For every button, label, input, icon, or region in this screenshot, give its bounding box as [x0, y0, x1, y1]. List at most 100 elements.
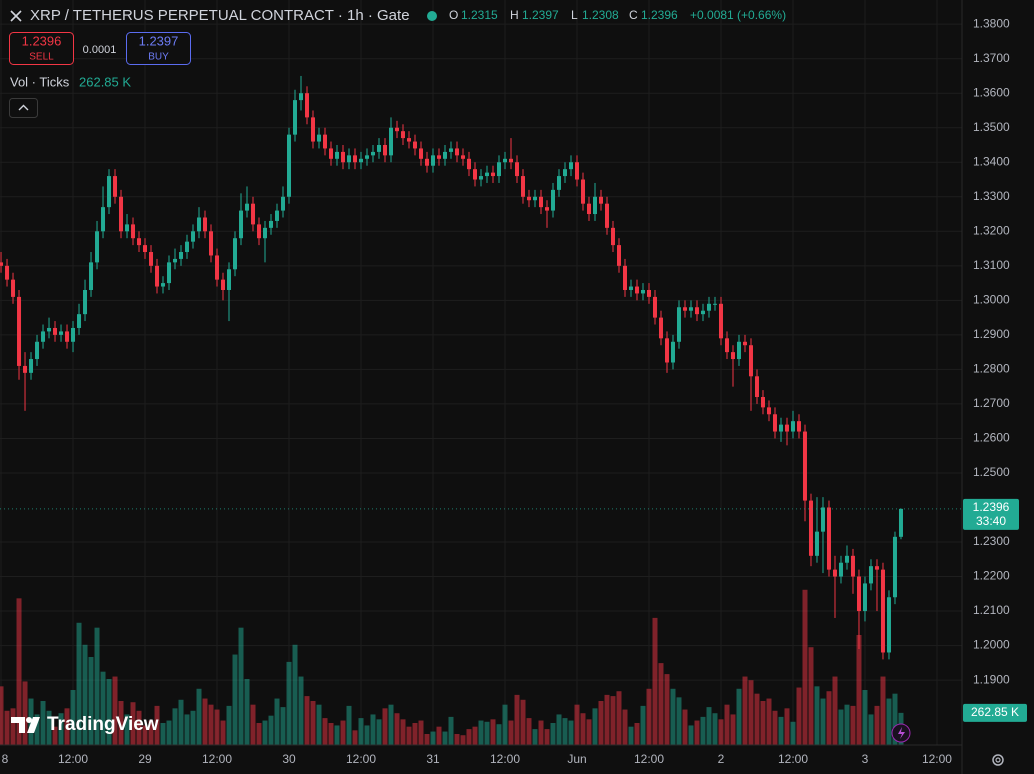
candle-body [814, 531, 819, 556]
candle-body [856, 576, 861, 612]
watermark-logo [11, 717, 40, 733]
y-tick-label: 1.2500 [973, 465, 1010, 479]
candle-body [173, 258, 178, 263]
close-icon[interactable] [10, 10, 22, 22]
y-tick-label: 1.2700 [973, 396, 1010, 410]
candle-body [389, 127, 394, 156]
volume-bar [484, 721, 490, 745]
candle-body [640, 289, 645, 294]
candle-body [77, 314, 82, 328]
candle-body [748, 345, 753, 377]
candle-body [437, 155, 442, 159]
volume-bar [238, 627, 244, 745]
volume-bar [190, 710, 196, 745]
candle-body [742, 341, 747, 346]
volume-bar [874, 705, 880, 745]
volume-bar [184, 714, 190, 745]
volume-bar [862, 690, 868, 745]
volume-bar [196, 688, 202, 745]
volume-bar [628, 726, 634, 745]
candle-body [5, 265, 10, 280]
candle-body [377, 144, 382, 152]
candle-body [353, 155, 358, 163]
x-tick-label: 3 [862, 752, 869, 766]
candle-body [179, 252, 184, 259]
collapse-button[interactable] [9, 98, 38, 118]
volume-value: 262.85 K [79, 74, 131, 89]
candle-body [245, 203, 250, 211]
ohlc-value: 1.2308 [582, 8, 619, 22]
volume-bar [544, 729, 550, 745]
volume-bar [826, 691, 832, 745]
volume-bar [16, 598, 22, 745]
sell-button[interactable] [9, 32, 74, 65]
volume-bar [76, 622, 82, 745]
volume-bar [280, 707, 286, 745]
candle-body [95, 231, 100, 263]
volume-bar [676, 697, 682, 745]
volume-bar [760, 701, 766, 745]
candle-body [479, 176, 483, 180]
volume-bar [634, 723, 640, 745]
candle-body [712, 303, 717, 305]
candle-body [694, 307, 699, 315]
volume-bar [718, 719, 724, 745]
last-price-label: 1.2396 [973, 500, 1010, 514]
volume-bar [742, 676, 748, 745]
volume-bar [214, 709, 220, 745]
candle-body [347, 155, 352, 163]
volume-bar [730, 714, 736, 745]
last-price-box [963, 498, 1019, 530]
volume-bar [346, 705, 352, 745]
candle-body [233, 238, 238, 270]
volume-bar [244, 679, 250, 745]
candle-body [526, 196, 531, 201]
volume-bar [784, 708, 790, 745]
y-tick-label: 1.2000 [973, 638, 1010, 652]
candle-body [532, 196, 537, 201]
x-tick-label: Jun [567, 752, 586, 766]
candle-body [484, 172, 489, 177]
volume-bar [106, 679, 112, 745]
volume-bar [640, 705, 646, 745]
volume-bar [526, 718, 532, 745]
candle-body [820, 507, 825, 532]
candle-body [628, 286, 633, 290]
candle-body [383, 144, 388, 156]
volume-bar [664, 674, 670, 745]
candle-body [185, 241, 190, 253]
y-tick-label: 1.2800 [973, 362, 1010, 376]
buy-button[interactable] [126, 32, 191, 65]
candle-body [772, 414, 777, 432]
volume-bar [208, 704, 214, 745]
volume-bar [736, 688, 742, 745]
y-tick-label: 1.2300 [973, 534, 1010, 548]
volume-bar [520, 699, 526, 745]
candle-body [790, 421, 795, 432]
volume-bar [286, 661, 292, 745]
candle-body [706, 303, 711, 311]
volume-bar [658, 663, 664, 745]
volume-bar [274, 698, 280, 745]
candle-body [700, 310, 705, 315]
candle-body [365, 155, 370, 159]
volume-bar [652, 617, 658, 745]
volume-bar [0, 686, 4, 745]
y-tick-label: 1.3200 [973, 223, 1010, 237]
volume-bar [688, 725, 694, 745]
y-tick-label: 1.3400 [973, 154, 1010, 168]
candle-body [676, 307, 681, 342]
candle-body [59, 331, 64, 335]
y-tick-label: 1.3100 [973, 258, 1010, 272]
candle-body [455, 148, 460, 156]
candle-body [149, 252, 154, 266]
lightning-icon [898, 727, 905, 739]
candle-body [502, 158, 507, 163]
volume-bar [616, 691, 622, 745]
candle-body [850, 555, 855, 577]
candle-body [227, 269, 232, 290]
settings-button[interactable] [992, 754, 1004, 766]
candle-body [766, 407, 771, 415]
x-tick-label: 2 [718, 752, 725, 766]
volume-bar [568, 720, 574, 745]
